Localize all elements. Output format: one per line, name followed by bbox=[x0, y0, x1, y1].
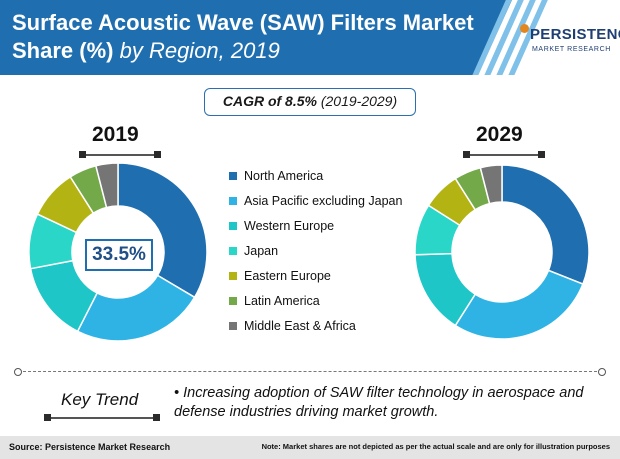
year-2019-dot-right bbox=[154, 151, 161, 158]
legend-swatch bbox=[229, 247, 237, 255]
year-2019-underline bbox=[82, 154, 158, 156]
divider-cap-left bbox=[14, 368, 22, 376]
year-2029-dot-right bbox=[538, 151, 545, 158]
legend-label: Japan bbox=[244, 244, 279, 258]
legend-item-eastern-europe: Eastern Europe bbox=[229, 268, 429, 293]
key-trend-text: • Increasing adoption of SAW filter tech… bbox=[174, 385, 584, 420]
legend-item-middle-east-and-africa: Middle East & Africa bbox=[229, 318, 429, 343]
logo-subtitle: MARKET RESEARCH bbox=[532, 46, 611, 53]
legend-label: Asia Pacific excluding Japan bbox=[244, 194, 403, 208]
key-trend-label: Key Trend bbox=[61, 390, 139, 409]
key-trend-dot-left bbox=[44, 414, 51, 421]
data-label-north-america-2019: 33.5% bbox=[85, 239, 153, 271]
cagr-box: CAGR of 8.5% (2019-2029) bbox=[204, 88, 416, 116]
legend-swatch bbox=[229, 172, 237, 180]
year-2029-heading: 2029 bbox=[476, 123, 523, 146]
divider-cap-right bbox=[598, 368, 606, 376]
legend-swatch bbox=[229, 197, 237, 205]
key-trend-underline bbox=[47, 417, 157, 419]
slice-2029-middle-east-and-africa bbox=[479, 164, 503, 205]
page-title: Surface Acoustic Wave (SAW) Filters Mark… bbox=[12, 9, 482, 65]
legend-item-western-europe: Western Europe bbox=[229, 218, 429, 243]
legend-swatch bbox=[229, 322, 237, 330]
legend-item-asia-pacific-excluding-japan: Asia Pacific excluding Japan bbox=[229, 193, 429, 218]
donut-2029 bbox=[414, 164, 590, 340]
logo-mark-icon bbox=[520, 24, 529, 33]
section-divider bbox=[18, 371, 602, 373]
footer: Source: Persistence Market Research Note… bbox=[0, 436, 620, 459]
slice-2029-north-america bbox=[501, 164, 590, 286]
year-2019-heading: 2019 bbox=[92, 123, 139, 146]
logo-name: PERSISTENCE bbox=[530, 26, 620, 43]
title-bold: Surface Acoustic Wave (SAW) Filters Mark… bbox=[12, 10, 474, 63]
legend-swatch bbox=[229, 222, 237, 230]
cagr-label: CAGR of 8.5% bbox=[222, 93, 317, 109]
legend-label: Latin America bbox=[244, 294, 320, 308]
donut-2019 bbox=[28, 162, 208, 342]
header: Surface Acoustic Wave (SAW) Filters Mark… bbox=[0, 0, 620, 75]
slice-2019-north-america bbox=[117, 162, 208, 299]
legend-label: Western Europe bbox=[244, 219, 335, 233]
legend-item-latin-america: Latin America bbox=[229, 293, 429, 318]
slice-2029-asia-pacific-excluding-japan bbox=[454, 269, 584, 340]
legend: North America Asia Pacific excluding Japa… bbox=[229, 168, 429, 343]
legend-item-north-america: North America bbox=[229, 168, 429, 193]
footer-note: Note: Market shares are not depicted as … bbox=[261, 442, 610, 451]
title-rest: by Region, 2019 bbox=[113, 38, 280, 63]
slice-2019-middle-east-and-africa bbox=[94, 162, 119, 209]
year-2019-dot-left bbox=[79, 151, 86, 158]
year-2029-underline bbox=[466, 154, 542, 156]
cagr-period: (2019-2029) bbox=[320, 93, 398, 109]
slice-2019-asia-pacific-excluding-japan bbox=[76, 274, 196, 342]
brand-logo: PERSISTENCE MARKET RESEARCH bbox=[520, 18, 620, 66]
legend-label: Eastern Europe bbox=[244, 269, 331, 283]
legend-swatch bbox=[229, 272, 237, 280]
footer-source: Source: Persistence Market Research bbox=[9, 442, 171, 452]
year-2029-dot-left bbox=[463, 151, 470, 158]
legend-label: Middle East & Africa bbox=[244, 319, 356, 333]
legend-item-japan: Japan bbox=[229, 243, 429, 268]
legend-swatch bbox=[229, 297, 237, 305]
key-trend-dot-right bbox=[153, 414, 160, 421]
legend-label: North America bbox=[244, 169, 324, 183]
